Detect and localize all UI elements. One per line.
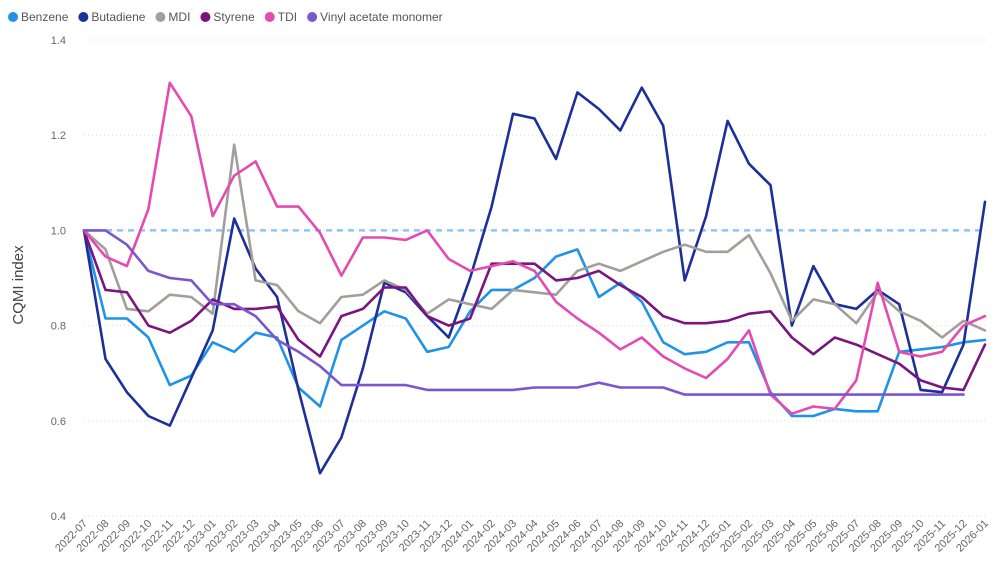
series-line-tdi[interactable] [82, 81, 987, 415]
y-tick-label-0: 0.4 [51, 511, 66, 523]
legend-label-5[interactable]: Vinyl acetate monomer [320, 10, 443, 24]
legend-marker-2 [155, 12, 166, 22]
legend-marker-3 [200, 12, 211, 22]
legend-label-0[interactable]: Benzene [21, 10, 69, 24]
legend-label-4[interactable]: TDI [278, 10, 297, 24]
series-line-butadiene[interactable] [82, 86, 987, 475]
y-tick-label-2: 0.8 [51, 321, 66, 333]
legend-label-1[interactable]: Butadiene [91, 10, 145, 24]
legend: Benzene Butadiene MDI Styrene TDI Vinyl aceta… [8, 10, 443, 24]
y-tick-label-5: 1.4 [51, 35, 66, 47]
legend-marker-0 [8, 12, 18, 22]
x-axis-ticks: 2022-072022-082022-092022-102022-112022-… [53, 518, 991, 555]
y-axis-ticks: 0.4 0.6 0.8 1.0 1.2 1.4 [51, 35, 66, 523]
series-line-vinyl-acetate-monomer[interactable] [82, 229, 965, 396]
legend-label-3[interactable]: Styrene [213, 10, 255, 24]
y-axis-title: CQMI index [10, 245, 27, 325]
y-tick-label-1: 0.6 [51, 416, 66, 428]
series-line-mdi[interactable] [82, 143, 987, 339]
series-lines [82, 81, 987, 475]
legend-marker-4 [264, 12, 275, 22]
legend-marker-5 [307, 12, 318, 22]
legend-marker-1 [78, 12, 89, 22]
y-tick-label-3: 1.0 [51, 225, 66, 237]
y-tick-label-4: 1.2 [51, 130, 66, 142]
legend-label-2[interactable]: MDI [168, 10, 190, 24]
series-line-styrene[interactable] [82, 229, 987, 392]
